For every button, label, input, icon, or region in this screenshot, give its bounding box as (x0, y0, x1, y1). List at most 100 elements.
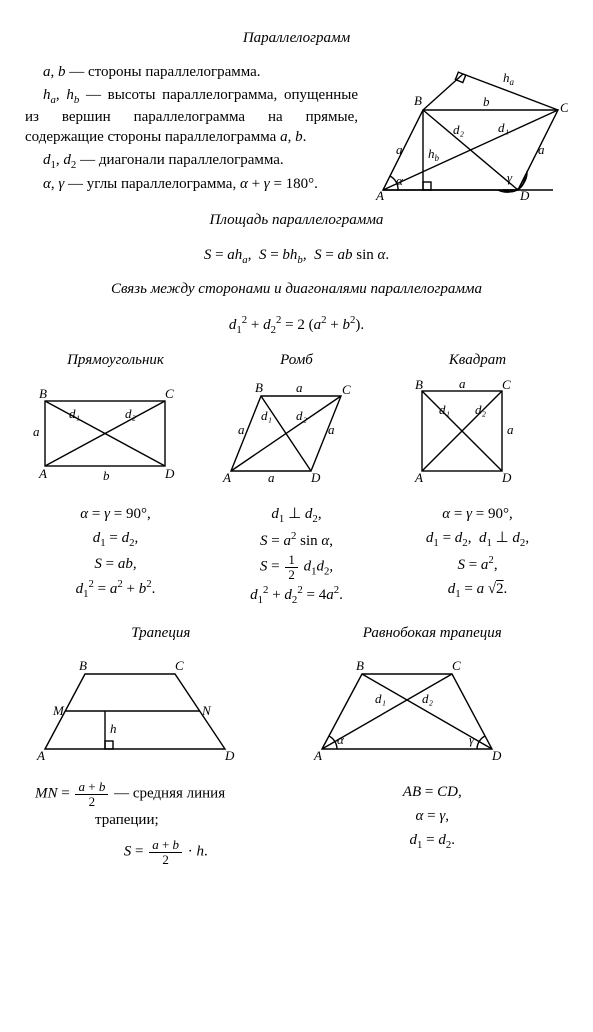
svg-text:A: A (222, 470, 231, 485)
svg-text:C: C (342, 382, 351, 397)
relation-title: Связь между сторонами и диагоналями пара… (25, 279, 568, 299)
rhomb-eq4: d12 + d22 = 4a2. (206, 582, 387, 609)
area-formulas: S = aha, S = bhb, S = ab sin α. (25, 245, 568, 268)
svg-text:α: α (337, 732, 345, 747)
svg-text:d₁: d₁ (439, 402, 450, 417)
square-col: Квадрат BC AD aa d₁d₂ α = γ = 90°, d1 = … (387, 350, 568, 609)
svg-text:a: a (538, 142, 545, 157)
iso-eq3: d1 = d2. (297, 828, 569, 854)
svg-text:N: N (201, 703, 212, 718)
rect-eq4: d12 = a2 + b2. (25, 576, 206, 603)
parallelogram-figure: A B C D b a a d₁ d₂ hb ha α γ (368, 62, 568, 202)
svg-text:d₂: d₂ (125, 406, 137, 421)
iso-trapezoid-title: Равнобокая трапеция (297, 623, 569, 643)
def-heights: ha, hb — высоты параллелограмма, опущенн… (25, 85, 358, 148)
svg-text:B: B (356, 658, 364, 673)
svg-text:D: D (491, 748, 502, 763)
square-eqs: α = γ = 90°, d1 = d2, d1 ⊥ d2, S = a2, d… (387, 502, 568, 604)
svg-text:C: C (502, 377, 511, 392)
svg-text:A: A (313, 748, 322, 763)
svg-text:A: A (38, 466, 47, 481)
svg-text:D: D (224, 748, 235, 763)
sq-eq2: d1 = d2, d1 ⊥ d2, (387, 526, 568, 552)
sq-eq3: S = a2, (387, 552, 568, 577)
svg-text:a: a (459, 376, 466, 391)
svg-text:d₁: d₁ (69, 406, 80, 421)
square-figure: BC AD aa d₁d₂ (387, 376, 547, 486)
svg-text:C: C (560, 100, 568, 115)
def-angles: α, γ — углы параллелограмма, α + γ = 180… (25, 174, 358, 194)
svg-text:D: D (164, 466, 175, 481)
rectangle-title: Прямоугольник (25, 350, 206, 370)
svg-text:a: a (268, 470, 275, 485)
svg-text:ha: ha (503, 70, 515, 87)
svg-text:a: a (33, 424, 40, 439)
section-title-parallelogram: Параллелограмм (25, 28, 568, 48)
svg-text:b: b (103, 468, 110, 483)
shapes-row: Прямоугольник B C A D a b d₁ d₂ α = γ = 90°,… (25, 350, 568, 609)
trapezoid-eqs: MN = a + b2 — средняя линия трапеции; S … (25, 780, 297, 867)
svg-text:a: a (328, 422, 335, 437)
rect-eq1: α = γ = 90°, (25, 502, 206, 526)
svg-text:D: D (519, 188, 530, 202)
rhombus-title: Ромб (206, 350, 387, 370)
rect-eq3: S = ab, (25, 552, 206, 576)
sq-eq4: d1 = a √2. (387, 577, 568, 603)
svg-text:D: D (310, 470, 321, 485)
area-title: Площадь параллелограмма (25, 210, 568, 230)
relation-formula: d12 + d22 = 2 (a2 + b2). (25, 313, 568, 338)
def-sides: a, b — стороны параллелограмма. (25, 62, 358, 82)
rect-eq2: d1 = d2, (25, 526, 206, 552)
rhombus-col: Ромб B C A D a a a a d₁ d₂ d1 ⊥ d2, S = a2 si… (206, 350, 387, 609)
svg-text:B: B (255, 380, 263, 395)
svg-text:A: A (375, 188, 384, 202)
svg-text:b: b (483, 94, 490, 109)
svg-text:A: A (36, 748, 45, 763)
svg-text:d₁: d₁ (498, 120, 509, 135)
svg-text:C: C (165, 386, 174, 401)
svg-text:A: A (414, 470, 423, 485)
svg-text:a: a (296, 380, 303, 395)
trapezoid-col: Трапеция A B C D M N h MN = a + b2 — средня… (25, 623, 297, 867)
svg-text:d₂: d₂ (475, 402, 487, 417)
iso-trapezoid-figure: A B C D d₁ d₂ α γ (297, 649, 517, 764)
rectangle-eqs: α = γ = 90°, d1 = d2, S = ab, d12 = a2 +… (25, 502, 206, 604)
svg-text:C: C (452, 658, 461, 673)
top-block: a, b — стороны параллелограмма. ha, hb —… (25, 62, 568, 202)
trapezoid-figure: A B C D M N h (25, 649, 245, 764)
svg-text:M: M (52, 703, 65, 718)
svg-text:d₂: d₂ (422, 691, 434, 706)
sq-eq1: α = γ = 90°, (387, 502, 568, 526)
svg-text:hb: hb (428, 146, 440, 163)
svg-text:d₂: d₂ (296, 408, 308, 423)
svg-text:D: D (501, 470, 512, 485)
svg-text:C: C (175, 658, 184, 673)
trap-mn: MN = a + b2 — средняя линия трапеции; (35, 780, 297, 832)
svg-text:a: a (238, 422, 245, 437)
svg-text:α: α (396, 173, 404, 188)
svg-text:d₁: d₁ (261, 408, 272, 423)
svg-text:B: B (39, 386, 47, 401)
trap-s: S = a + b2 · h. (35, 838, 297, 866)
iso-eq2: α = γ, (297, 804, 569, 828)
rhomb-eq3: S = 12 d1d2, (206, 553, 387, 581)
svg-text:a: a (396, 142, 403, 157)
trapezoid-title: Трапеция (25, 623, 297, 643)
svg-text:γ: γ (469, 732, 475, 747)
definitions-text: a, b — стороны параллелограмма. ha, hb —… (25, 62, 358, 196)
iso-trap-eqs: AB = CD, α = γ, d1 = d2. (297, 780, 569, 854)
svg-text:d₁: d₁ (375, 691, 386, 706)
def-diagonals: d1, d2 — диагонали параллелограмма. (25, 150, 358, 173)
svg-text:a: a (507, 422, 514, 437)
svg-text:h: h (110, 721, 117, 736)
rectangle-figure: B C A D a b d₁ d₂ (25, 376, 185, 486)
svg-text:d₂: d₂ (453, 122, 465, 137)
trapezoids-row: Трапеция A B C D M N h MN = a + b2 — средня… (25, 623, 568, 867)
rhomb-eq2: S = a2 sin α, (206, 528, 387, 553)
square-title: Квадрат (387, 350, 568, 370)
svg-text:B: B (79, 658, 87, 673)
rhombus-eqs: d1 ⊥ d2, S = a2 sin α, S = 12 d1d2, d12 … (206, 502, 387, 609)
iso-eq1: AB = CD, (297, 780, 569, 804)
svg-text:γ: γ (507, 170, 513, 185)
iso-trapezoid-col: Равнобокая трапеция A B C D d₁ d₂ α γ AB = C… (297, 623, 569, 867)
